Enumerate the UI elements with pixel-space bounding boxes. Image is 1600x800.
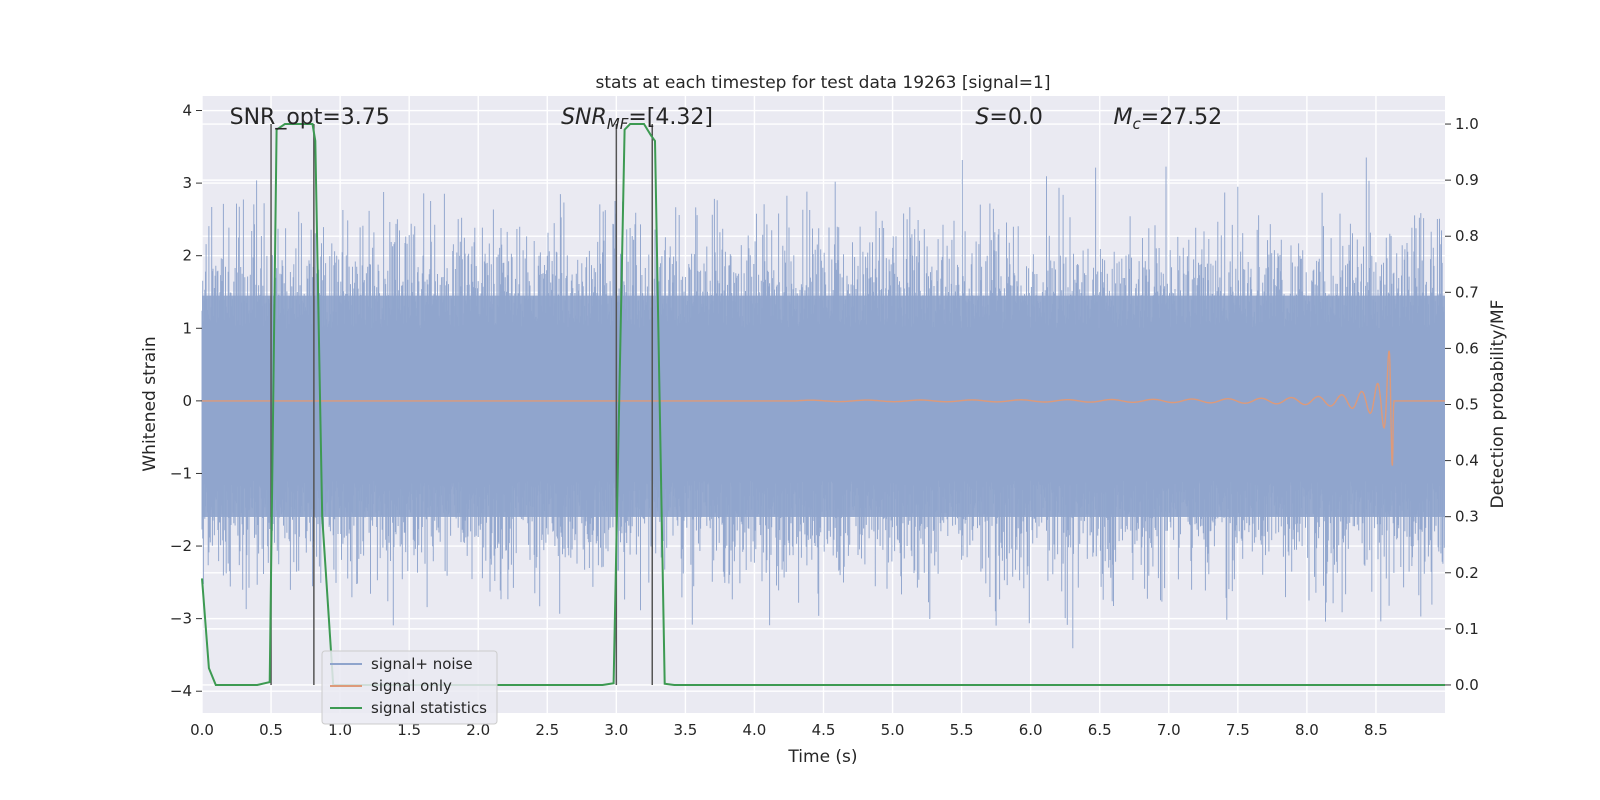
legend: signal+ noise signal only signal statist…	[321, 650, 498, 725]
y-right-tick-label: 0.6	[1455, 339, 1479, 357]
x-tick-label: 6.5	[1088, 721, 1112, 739]
x-tick-label: 0.0	[190, 721, 214, 739]
noise-series	[201, 157, 1445, 649]
chirp-series	[202, 350, 1445, 466]
y-left-tick-label: −3	[170, 610, 192, 628]
y-axis-left-label: Whitened strain	[140, 336, 160, 471]
y-right-tick-label: 0.0	[1455, 676, 1479, 694]
y-right-tick-label: 0.5	[1455, 396, 1479, 414]
legend-label-signal-statistics: signal statistics	[371, 699, 487, 717]
y-right-tick-label: 0.1	[1455, 620, 1479, 638]
y-right-tick-label: 0.7	[1455, 283, 1479, 301]
signal-statistics-line	[201, 123, 1445, 686]
y-left-tick-label: 3	[182, 174, 192, 192]
y-axis-right-label: Detection probability/MF	[1488, 300, 1508, 509]
y-left-tick-label: 0	[182, 392, 192, 410]
x-axis-label: Time (s)	[787, 747, 857, 767]
y-right-tick-label: 0.9	[1455, 171, 1479, 189]
x-tick-label: 7.0	[1157, 721, 1181, 739]
legend-label-signal-noise: signal+ noise	[371, 655, 473, 673]
x-tick-label: 3.5	[673, 721, 697, 739]
y-right-tick-label: 1.0	[1455, 115, 1479, 133]
y-left-tick-label: 4	[182, 102, 192, 120]
x-tick-label: 6.0	[1019, 721, 1043, 739]
x-tick-label: 1.0	[328, 721, 352, 739]
y-right-tick-label: 0.8	[1455, 227, 1479, 245]
x-tick-label: 8.0	[1295, 721, 1319, 739]
y-right-tick-label: 0.3	[1455, 508, 1479, 526]
y-left-tick-label: −4	[170, 682, 192, 700]
annotation-snr-mf: SNRMF=[4.32]	[561, 105, 713, 133]
legend-box	[321, 650, 498, 725]
x-tick-label: 7.5	[1226, 721, 1250, 739]
y-left-tick-label: 1	[182, 319, 192, 337]
annotations: SNR_opt=3.75 SNRMF=[4.32] S=0.0 Mc=27.52	[230, 105, 1223, 133]
x-tick-label: 8.5	[1364, 721, 1388, 739]
y-right-tick-label: 0.2	[1455, 564, 1479, 582]
chart-title: stats at each timestep for test data 192…	[596, 73, 1051, 93]
y-left-tick-label: −2	[170, 537, 192, 555]
annotation-s: S=0.0	[975, 105, 1042, 130]
signal-only-line	[202, 350, 1445, 466]
x-tick-label: 1.5	[397, 721, 421, 739]
legend-label-signal-only: signal only	[371, 677, 452, 695]
axes: 0.0 0.5 1.0 1.5 2.0 2.5 3.0 3.5 4.0 4.5 5.0 5.5 6.0 6…	[170, 102, 1479, 739]
x-tick-label: 4.5	[812, 721, 836, 739]
y-right-tick-label: 0.4	[1455, 452, 1479, 470]
statistics-series	[201, 123, 1445, 686]
x-tick-label: 0.5	[259, 721, 283, 739]
annotation-mc: Mc=27.52	[1114, 105, 1223, 133]
x-tick-label: 5.0	[881, 721, 905, 739]
annotation-snr-opt: SNR_opt=3.75	[230, 105, 390, 130]
x-tick-label: 4.0	[743, 721, 767, 739]
x-tick-label: 3.0	[604, 721, 628, 739]
x-tick-label: 5.5	[950, 721, 974, 739]
y-left-tick-label: −1	[170, 464, 192, 482]
x-tick-label: 2.5	[535, 721, 559, 739]
x-tick-label: 2.0	[466, 721, 490, 739]
y-left-tick-label: 2	[182, 247, 192, 265]
signal-noise-band	[202, 295, 1445, 518]
